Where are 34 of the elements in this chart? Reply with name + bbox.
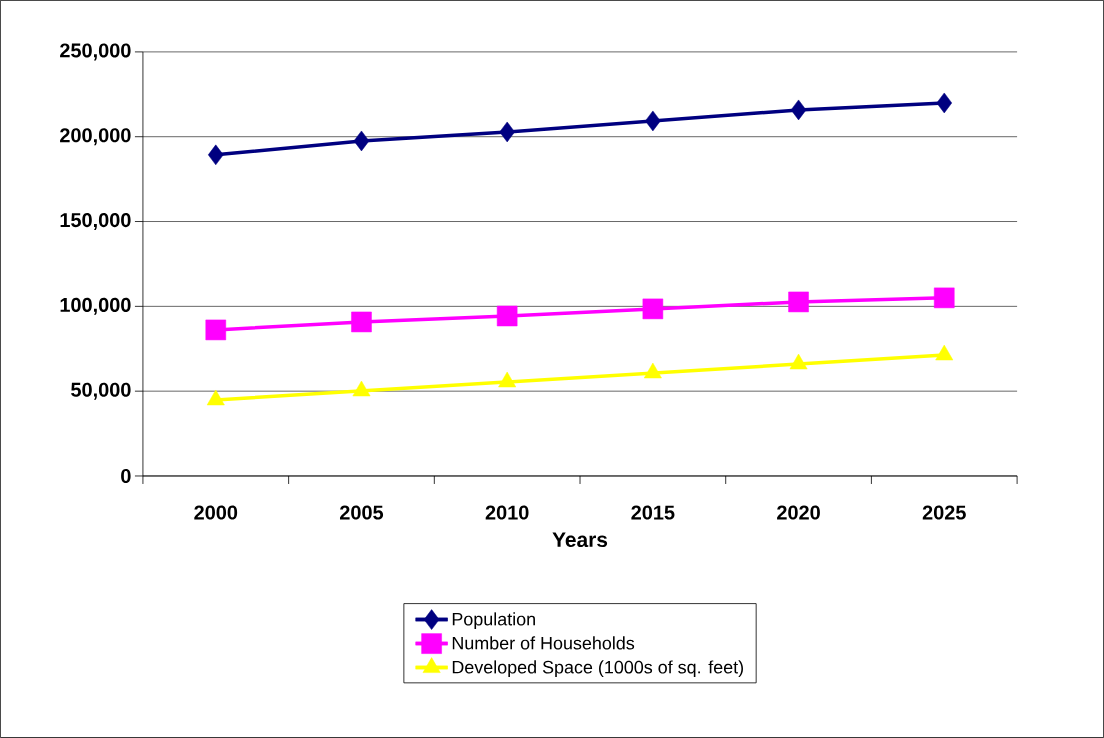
x-tick-label: 2020	[777, 505, 820, 520]
point	[790, 99, 807, 121]
point	[496, 305, 518, 327]
legend-label: Number of Households	[452, 636, 635, 650]
x-tick-label: 2010	[485, 505, 529, 520]
point	[499, 121, 515, 143]
point	[936, 92, 952, 114]
point	[353, 130, 370, 152]
y-tick-label: 100,000	[60, 297, 131, 315]
x-tick-label: 2015	[631, 505, 675, 520]
point	[205, 319, 227, 341]
point	[498, 371, 517, 388]
legend-label: Developed Space (1000s of sq. feet)	[452, 660, 743, 678]
x-tick-label: 2005	[339, 505, 384, 520]
y-tick-label: 150,000	[60, 213, 131, 231]
x-axis-title: Years	[552, 532, 608, 548]
x-tick-label: 2000	[194, 505, 238, 520]
point	[643, 362, 662, 379]
y-tick-label: 250,000	[60, 43, 131, 61]
point	[935, 344, 954, 361]
y-tick-label: 0	[121, 468, 131, 484]
point	[351, 311, 372, 333]
point	[934, 287, 955, 309]
point	[352, 380, 371, 397]
point	[645, 110, 661, 132]
point	[642, 298, 664, 320]
point	[206, 389, 225, 406]
legend-label: Population	[452, 612, 535, 630]
x-tick-label: 2025	[922, 505, 966, 520]
point	[208, 144, 224, 166]
y-tick-label: 200,000	[60, 128, 131, 146]
point	[788, 291, 809, 313]
point	[789, 353, 808, 370]
y-tick-label: 50,000	[71, 382, 131, 400]
